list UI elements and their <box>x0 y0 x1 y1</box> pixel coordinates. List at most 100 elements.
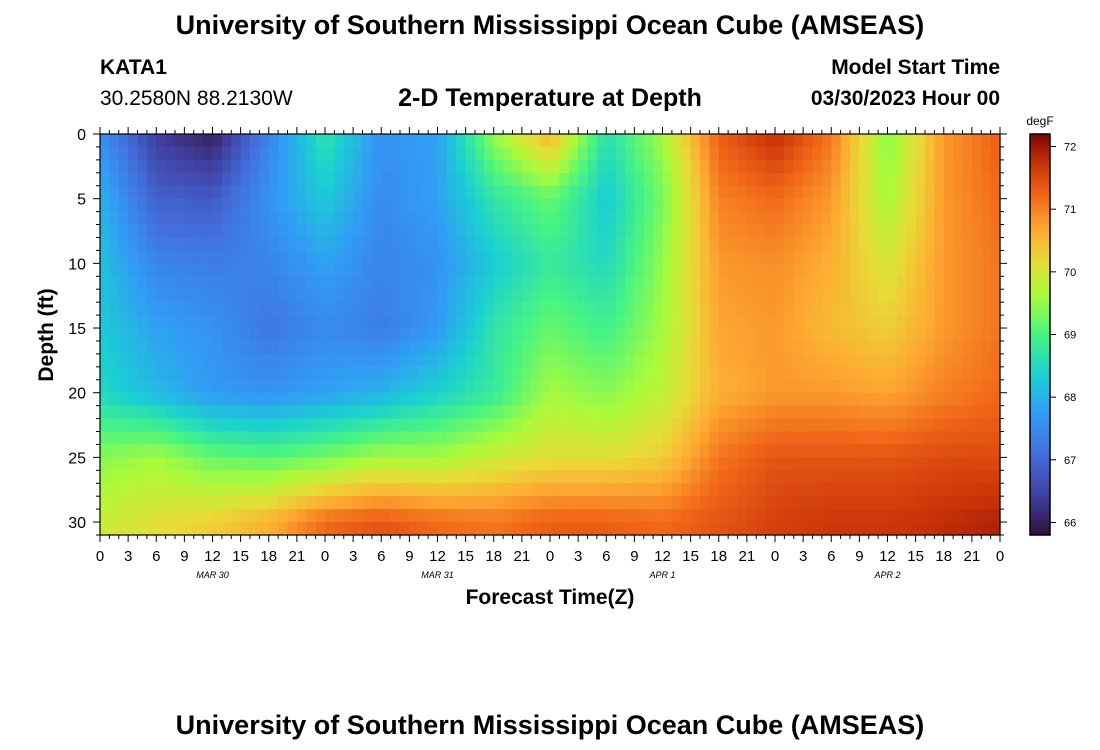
heatmap-cell <box>493 237 504 252</box>
heatmap-cell <box>709 431 720 446</box>
heatmap-cell <box>409 276 420 290</box>
heatmap-cell <box>840 340 851 355</box>
heatmap-cell <box>878 379 889 394</box>
heatmap-cell <box>671 457 682 471</box>
heatmap-cell <box>334 431 345 446</box>
x-tick-label: 15 <box>682 548 699 565</box>
heatmap-cell <box>887 353 898 368</box>
heatmap-cell <box>456 276 467 290</box>
heatmap-cell <box>821 237 832 252</box>
heatmap-cell <box>231 134 242 148</box>
heatmap-cell <box>353 263 364 277</box>
heatmap-cell <box>259 353 270 368</box>
heatmap-cell <box>184 263 195 277</box>
heatmap-cell <box>325 353 335 368</box>
heatmap-cell <box>765 366 776 381</box>
heatmap-cell <box>193 457 204 471</box>
heatmap-cell <box>587 483 598 497</box>
heatmap-cell <box>971 379 982 394</box>
heatmap-cell <box>315 496 326 510</box>
heatmap-cell <box>475 509 485 523</box>
heatmap-cell <box>268 392 279 407</box>
heatmap-cell <box>371 237 382 252</box>
heatmap-cell <box>287 522 298 536</box>
heatmap-cell <box>512 366 523 381</box>
heatmap-cell <box>521 418 532 433</box>
colorbar-tick-label: 68 <box>1064 392 1076 404</box>
heatmap-cell <box>428 405 439 420</box>
heatmap-cell <box>690 185 701 200</box>
heatmap-cell <box>118 405 129 420</box>
heatmap-cell <box>334 457 345 471</box>
heatmap-cell <box>334 315 345 329</box>
heatmap-cell <box>465 185 476 200</box>
heatmap-cell <box>531 431 542 446</box>
heatmap-cell <box>409 366 420 381</box>
heatmap-cell <box>512 172 523 187</box>
heatmap-cell <box>278 237 289 252</box>
heatmap-cell <box>231 353 242 368</box>
heatmap-cell <box>934 276 945 290</box>
heatmap-cell <box>325 366 335 381</box>
heatmap-cell <box>100 250 110 264</box>
heatmap-cell <box>371 470 382 484</box>
heatmap-cell <box>990 211 1001 226</box>
heatmap-cell <box>784 263 795 277</box>
heatmap-cell <box>146 470 157 484</box>
heatmap-cell <box>353 159 364 174</box>
heatmap-cell <box>175 224 185 239</box>
heatmap-cell <box>934 379 945 394</box>
heatmap-cell <box>671 146 682 161</box>
heatmap-cell <box>278 289 289 303</box>
heatmap-cell <box>615 211 626 226</box>
heatmap-cell <box>390 198 401 213</box>
heatmap-cell <box>343 457 354 471</box>
heatmap-cell <box>231 366 242 381</box>
heatmap-cell <box>100 470 110 484</box>
heatmap-cell <box>859 237 870 252</box>
heatmap-cell <box>193 198 204 213</box>
heatmap-cell <box>456 302 467 316</box>
heatmap-cell <box>981 134 992 148</box>
heatmap-cell <box>765 444 776 458</box>
heatmap-cell <box>334 444 345 458</box>
heatmap-cell <box>728 328 739 342</box>
heatmap-cell <box>803 159 814 174</box>
heatmap-cell <box>325 224 335 239</box>
heatmap-cell <box>484 522 495 536</box>
heatmap-cell <box>850 289 860 303</box>
heatmap-cell <box>371 134 382 148</box>
heatmap-cell <box>775 340 785 355</box>
heatmap-cell <box>390 328 401 342</box>
heatmap-cell <box>240 237 251 252</box>
heatmap-cell <box>465 392 476 407</box>
heatmap-cell <box>306 483 317 497</box>
heatmap-cell <box>418 392 429 407</box>
heatmap-cell <box>728 134 739 148</box>
heatmap-cell <box>240 418 251 433</box>
heatmap-cell <box>531 302 542 316</box>
heatmap-cell <box>109 250 120 264</box>
x-tick-label: 0 <box>996 548 1004 565</box>
heatmap-cell <box>400 315 410 329</box>
heatmap-cell <box>793 509 804 523</box>
heatmap-cell <box>840 185 851 200</box>
heatmap-cell <box>746 340 757 355</box>
heatmap-cell <box>737 340 748 355</box>
heatmap-cell <box>306 185 317 200</box>
heatmap-cell <box>587 263 598 277</box>
heatmap-cell <box>803 522 814 536</box>
x-tick-label: 9 <box>180 548 188 565</box>
heatmap-cell <box>671 211 682 226</box>
heatmap-cell <box>615 185 626 200</box>
heatmap-cell <box>728 418 739 433</box>
heatmap-cell <box>681 289 692 303</box>
heatmap-cell <box>221 340 232 355</box>
heatmap-cell <box>456 237 467 252</box>
heatmap-cell <box>700 496 710 510</box>
heatmap-cell <box>662 159 673 174</box>
heatmap-cell <box>765 302 776 316</box>
heatmap-cell <box>971 315 982 329</box>
heatmap-cell <box>240 496 251 510</box>
heatmap-cell <box>212 353 223 368</box>
